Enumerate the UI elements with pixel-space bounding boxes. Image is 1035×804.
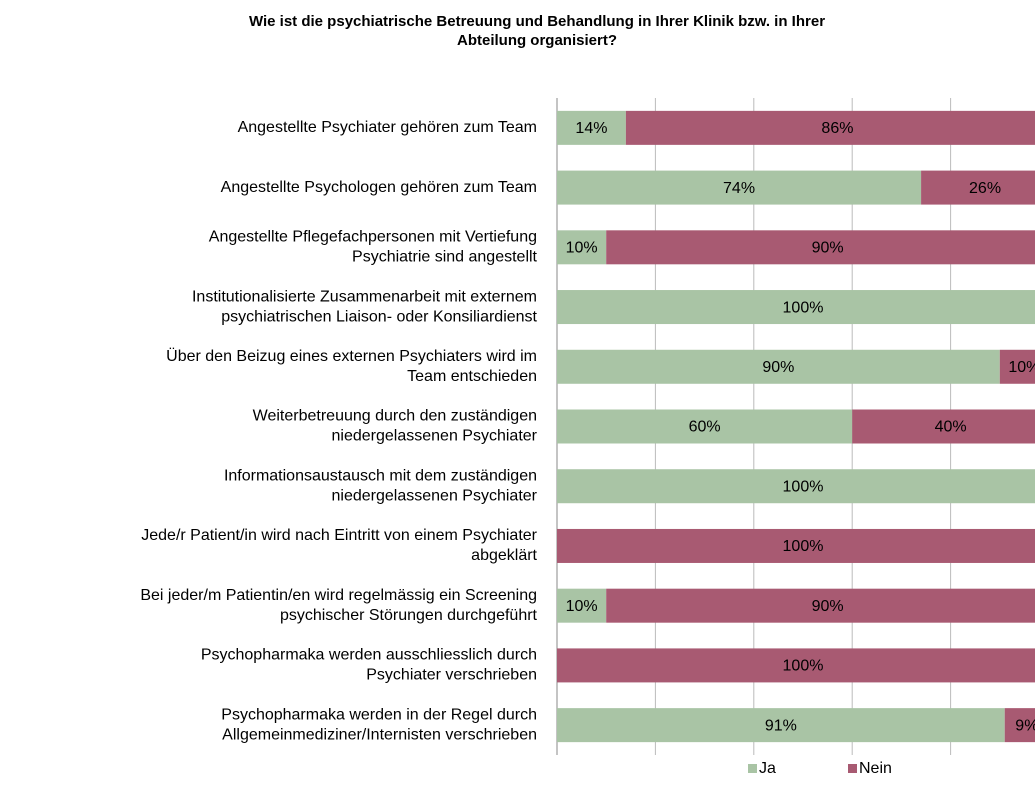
legend-label: Ja: [759, 760, 776, 777]
bar-segment: [557, 708, 1005, 743]
y-tick-label: Psychopharmaka werden ausschliesslich du…: [201, 647, 537, 664]
y-tick-label: Weiterbetreuung durch den zuständigen: [253, 408, 537, 425]
data-label: 14%: [575, 120, 607, 137]
chart-title: Wie ist die psychiatrische Betreuung und…: [249, 13, 825, 30]
data-label: 74%: [723, 180, 755, 197]
data-label: 100%: [783, 538, 824, 555]
bar-segment: [557, 349, 1000, 384]
bar-segment: [606, 230, 1035, 265]
y-tick-label: Angestellte Psychologen gehören zum Team: [221, 179, 537, 196]
data-label: 86%: [821, 120, 853, 137]
bar-segment: [606, 588, 1035, 623]
bar-segment: [1004, 708, 1035, 743]
bar-segment: [557, 528, 1035, 563]
bar-segment: [557, 648, 1035, 683]
data-label: 100%: [783, 658, 824, 675]
y-tick-label: psychiatrischen Liaison- oder Konsiliard…: [221, 308, 537, 325]
y-tick-label: Über den Beizug eines externen Psychiate…: [166, 347, 537, 365]
bar-segment: [852, 409, 1035, 444]
data-label: 60%: [689, 419, 721, 436]
y-tick-label: Jede/r Patient/in wird nach Eintritt von…: [141, 527, 537, 544]
y-tick-label: niedergelassenen Psychiater: [332, 428, 538, 445]
data-label: 10%: [1008, 359, 1035, 376]
y-tick-label: Angestellte Psychiater gehören zum Team: [238, 119, 537, 136]
bar-segment: [557, 409, 853, 444]
data-label: 100%: [783, 478, 824, 495]
y-tick-label: Psychopharmaka werden in der Regel durch: [221, 706, 537, 723]
bar-segment: [557, 290, 1035, 325]
data-label: 26%: [969, 180, 1001, 197]
y-tick-label: niedergelassenen Psychiater: [332, 487, 538, 504]
y-tick-label: Institutionalisierte Zusammenarbeit mit …: [192, 288, 537, 305]
bar-segment: [557, 588, 607, 623]
bar-segment: [999, 349, 1035, 384]
data-label: 9%: [1015, 717, 1035, 734]
y-tick-label: Psychiatrie sind angestellt: [352, 249, 538, 266]
data-label: 10%: [566, 598, 598, 615]
bar-segment: [557, 230, 607, 265]
y-tick-label: Allgemeinmediziner/Internisten verschrie…: [222, 726, 537, 743]
data-label: 10%: [566, 240, 598, 257]
y-tick-label: Angestellte Pflegefachpersonen mit Verti…: [209, 229, 537, 246]
legend-swatch: [848, 764, 857, 773]
data-label: 100%: [783, 299, 824, 316]
chart-title: Abteilung organisiert?: [457, 32, 617, 49]
data-label: 40%: [935, 419, 967, 436]
bar-segment: [557, 110, 626, 145]
data-label: 90%: [812, 240, 844, 257]
bar-segment: [625, 110, 1035, 145]
data-label: 90%: [812, 598, 844, 615]
bar-segment: [557, 469, 1035, 504]
legend-swatch: [748, 764, 757, 773]
data-label: 91%: [765, 717, 797, 734]
y-tick-label: Bei jeder/m Patientin/en wird regelmässi…: [140, 587, 537, 604]
bar-segment: [557, 170, 922, 205]
legend-label: Nein: [859, 760, 892, 777]
data-label: 90%: [762, 359, 794, 376]
y-tick-label: psychischer Störungen durchgeführt: [280, 607, 538, 624]
y-tick-label: Psychiater verschrieben: [366, 667, 537, 684]
y-tick-label: abgeklärt: [471, 547, 537, 564]
y-tick-label: Team entschieden: [407, 368, 537, 385]
y-tick-label: Informationsaustausch mit dem zuständige…: [224, 467, 537, 484]
bar-segment: [921, 170, 1035, 205]
